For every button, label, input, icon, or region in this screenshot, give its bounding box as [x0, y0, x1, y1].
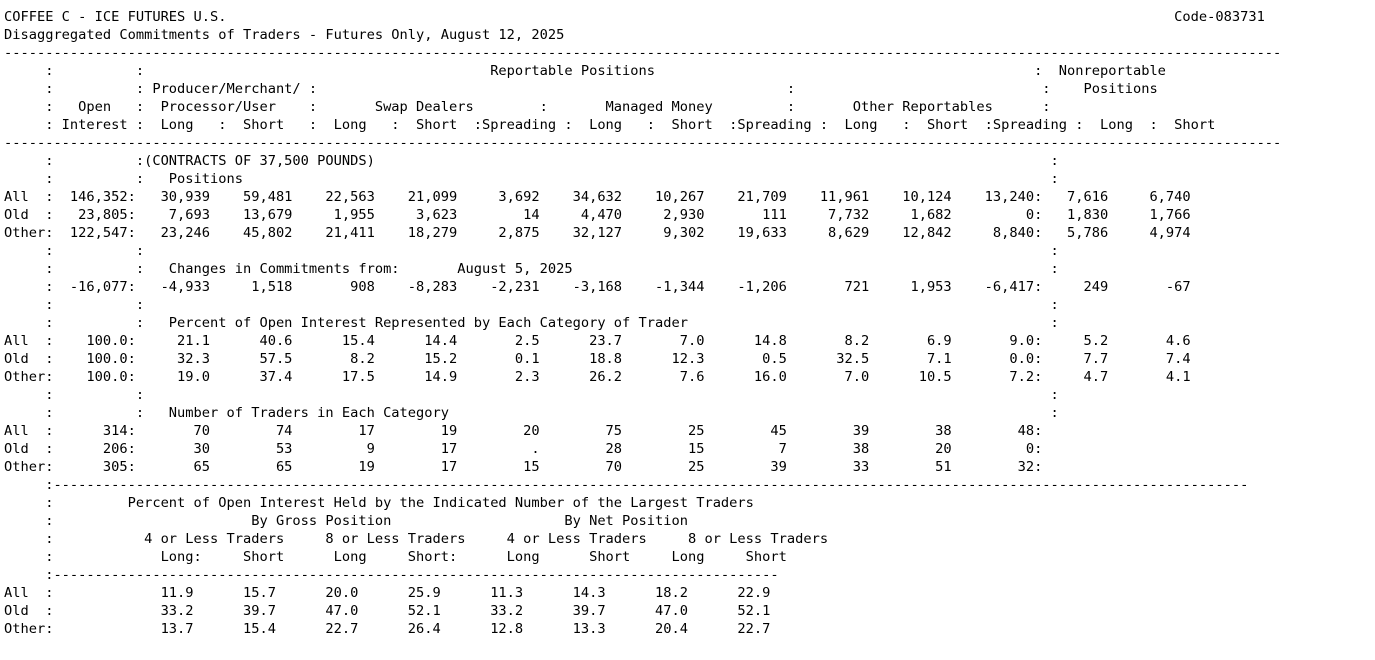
traders-row-all: All : 314: 70 74 17 19 20 75 25 45 39 38…	[4, 423, 1043, 439]
concentration-row-all: All : 11.9 15.7 20.0 25.9 11.3 14.3 18.2…	[4, 585, 771, 601]
separator-line: ----------------------------------------…	[4, 45, 1282, 61]
concentration-header-line: : Long: Short Long Short: Long Short Lon…	[4, 549, 787, 565]
cot-report: COFFEE C - ICE FUTURES U.S. Code-083731 D…	[4, 8, 1375, 637]
concentration-header-line: : By Gross Position By Net Position	[4, 513, 688, 529]
section-caption-line: : :(CONTRACTS OF 37,500 POUNDS) :	[4, 153, 1059, 169]
section-caption-line: : : Number of Traders in Each Category :	[4, 405, 1059, 421]
column-header-line: : Open : Processor/User : Swap Dealers :…	[4, 99, 1051, 115]
traders-row-old: Old : 206: 30 53 9 17 . 28 15 7 38 20 0:	[4, 441, 1043, 457]
report-title: COFFEE C - ICE FUTURES U.S.	[4, 9, 227, 25]
column-header-line: : : Reportable Positions : Nonreportable	[4, 63, 1166, 79]
column-header-line: : Interest : Long : Short : Long : Short…	[4, 117, 1216, 133]
section-caption-line: : : Positions :	[4, 171, 1059, 187]
report-subtitle-line: Disaggregated Commitments of Traders - F…	[4, 26, 1375, 44]
separator-line: :---------------------------------------…	[4, 477, 1249, 493]
column-header-line: : : Producer/Merchant/ : : : Positions	[4, 81, 1158, 97]
concentration-caption-line: : Percent of Open Interest Held by the I…	[4, 495, 754, 511]
traders-row-other: Other: 305: 65 65 19 17 15 70 25 39 33 5…	[4, 459, 1043, 475]
separator-line: ----------------------------------------…	[4, 135, 1282, 151]
report-title-line: COFFEE C - ICE FUTURES U.S. Code-083731	[4, 8, 1375, 26]
report-code: Code-083731	[1174, 9, 1265, 25]
positions-row-other: Other: 122,547: 23,246 45,802 21,411 18,…	[4, 225, 1191, 241]
section-caption-line: : : Percent of Open Interest Represented…	[4, 315, 1059, 331]
spacer-line: : : :	[4, 297, 1059, 313]
positions-row-old: Old : 23,805: 7,693 13,679 1,955 3,623 1…	[4, 207, 1191, 223]
concentration-header-line: : 4 or Less Traders 8 or Less Traders 4 …	[4, 531, 829, 547]
percent-row-old: Old : 100.0: 32.3 57.5 8.2 15.2 0.1 18.8…	[4, 351, 1191, 367]
positions-row-all: All : 146,352: 30,939 59,481 22,563 21,0…	[4, 189, 1191, 205]
report-subtitle: Disaggregated Commitments of Traders - F…	[4, 27, 565, 43]
section-caption-line: : : Changes in Commitments from: August …	[4, 261, 1059, 277]
percent-row-all: All : 100.0: 21.1 40.6 15.4 14.4 2.5 23.…	[4, 333, 1191, 349]
spacer-line: : : :	[4, 243, 1059, 259]
spacer-line: : : :	[4, 387, 1059, 403]
separator-line: :---------------------------------------…	[4, 567, 779, 583]
percent-row-other: Other: 100.0: 19.0 37.4 17.5 14.9 2.3 26…	[4, 369, 1191, 385]
changes-row: : -16,077: -4,933 1,518 908 -8,283 -2,23…	[4, 279, 1191, 295]
concentration-row-other: Other: 13.7 15.4 22.7 26.4 12.8 13.3 20.…	[4, 621, 771, 637]
concentration-row-old: Old : 33.2 39.7 47.0 52.1 33.2 39.7 47.0…	[4, 603, 771, 619]
